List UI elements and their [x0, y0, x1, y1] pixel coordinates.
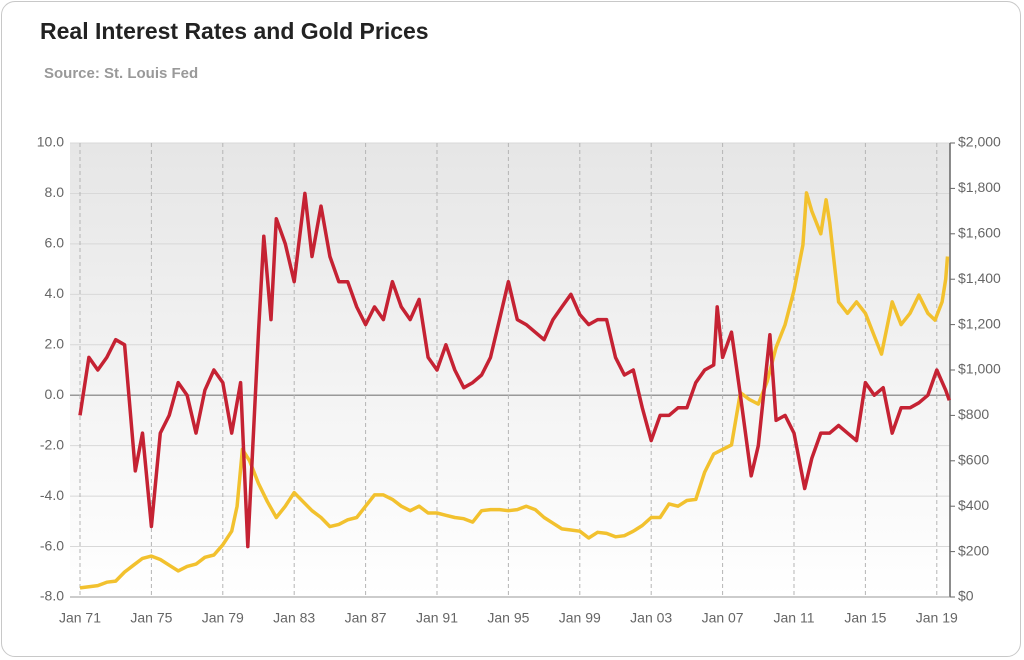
y-tick-label: -6.0 — [40, 537, 64, 553]
chart-title: Real Interest Rates and Gold Prices — [40, 18, 429, 44]
series-line — [78, 191, 951, 549]
y-tick-label: -2.0 — [40, 436, 64, 452]
y2-tick-label: $2,000 — [958, 134, 1001, 150]
y2-tick-label: $1,400 — [958, 270, 1001, 286]
y-tick-label: 0.0 — [45, 386, 65, 402]
y-tick-label: 8.0 — [45, 184, 65, 200]
x-tick-label: Jan 03 — [630, 610, 672, 626]
y2-tick-label: $1,800 — [958, 179, 1001, 195]
x-tick-label: Jan 15 — [844, 610, 886, 626]
y-tick-label: -8.0 — [40, 588, 64, 604]
y2-tick-label: $0 — [958, 588, 974, 604]
x-tick-label: Jan 79 — [202, 610, 244, 626]
x-tick-label: Jan 87 — [345, 610, 387, 626]
x-tick-label: Jan 11 — [773, 610, 814, 626]
series-line — [79, 191, 950, 590]
y-tick-label: 10.0 — [37, 134, 64, 150]
plot-background — [70, 143, 950, 597]
y2-tick-label: $1,200 — [958, 315, 1001, 331]
y-tick-label: 4.0 — [45, 285, 65, 301]
y2-tick-label: $200 — [958, 542, 989, 558]
y2-tick-label: $1,000 — [958, 361, 1001, 377]
x-tick-label: Jan 91 — [416, 610, 458, 626]
x-tick-label: Jan 71 — [59, 610, 101, 626]
x-tick-label: Jan 99 — [559, 610, 601, 626]
x-tick-label: Jan 19 — [916, 610, 958, 626]
y-tick-label: -4.0 — [40, 487, 64, 503]
x-tick-label: Jan 95 — [487, 610, 529, 626]
y-tick-label: 6.0 — [45, 235, 65, 251]
chart-subtitle: Source: St. Louis Fed — [44, 65, 198, 82]
y2-tick-label: $1,600 — [958, 225, 1001, 241]
x-tick-label: Jan 83 — [273, 610, 315, 626]
x-tick-label: Jan 07 — [702, 610, 744, 626]
x-tick-label: Jan 75 — [130, 610, 172, 626]
y2-tick-label: $400 — [958, 497, 989, 513]
y2-tick-label: $600 — [958, 452, 989, 468]
y-tick-label: 2.0 — [45, 335, 65, 351]
y2-tick-label: $800 — [958, 406, 989, 422]
